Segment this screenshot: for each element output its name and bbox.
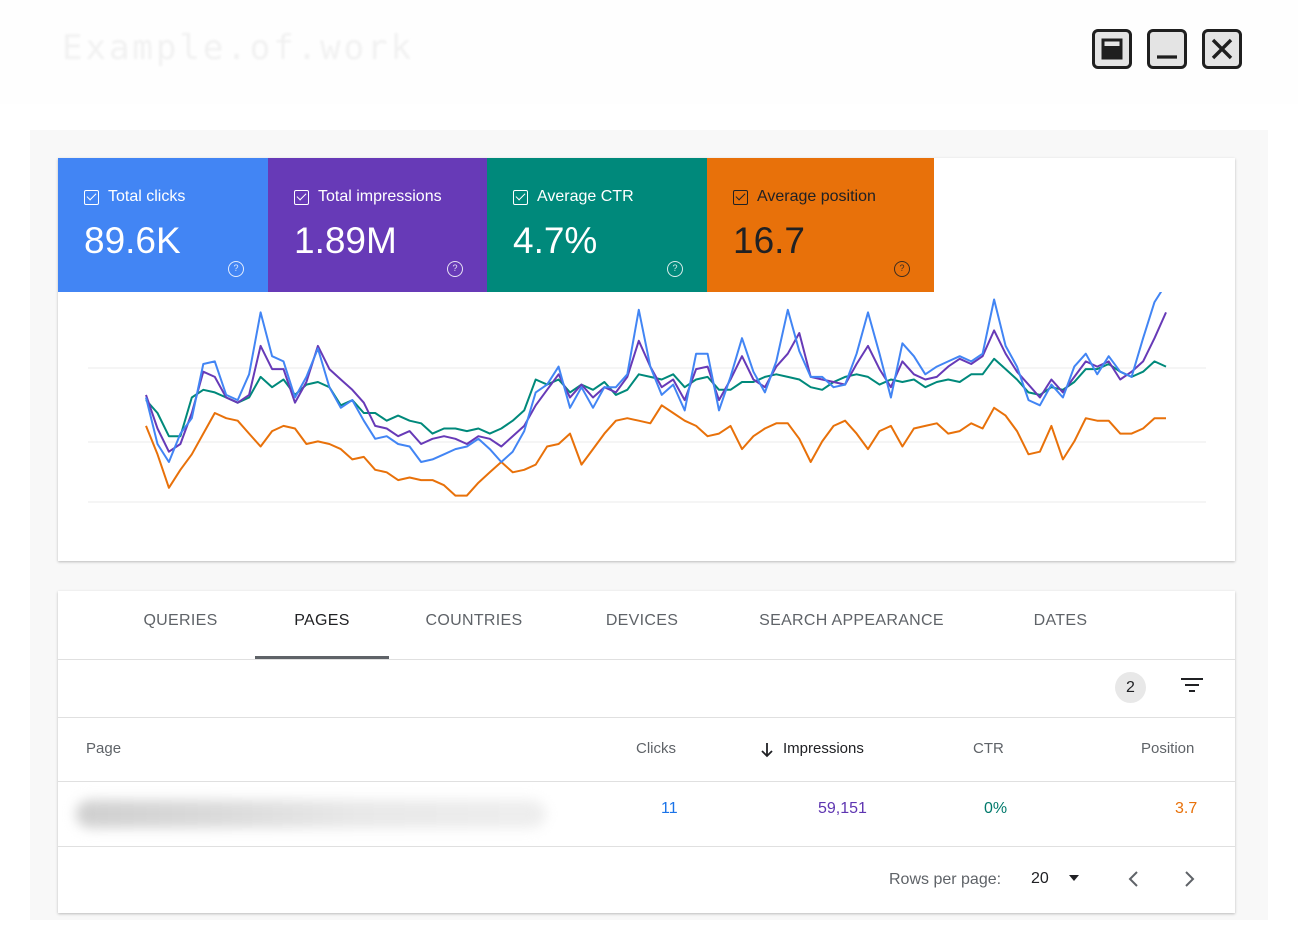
help-icon[interactable]: ? [894,261,910,277]
metric-value: 16.7 [733,220,806,261]
column-header-clicks[interactable]: Clicks [636,740,676,757]
column-header-impressions[interactable]: Impressions [783,740,864,757]
help-icon[interactable]: ? [228,261,244,277]
checkbox-icon[interactable] [294,189,309,205]
checkbox-icon[interactable] [513,189,528,205]
tab-pages[interactable]: PAGES [294,612,350,629]
metric-average-ctr[interactable]: Average CTR 4.7% ? [487,158,707,292]
metric-total-impressions[interactable]: Total impressions 1.89M ? [268,158,487,292]
report-table-card: QUERIES PAGES COUNTRIES DEVICES SEARCH A… [58,591,1235,913]
minimize-button[interactable] [1147,29,1187,69]
metric-value: 1.89M [294,220,397,261]
metric-value: 89.6K [84,220,181,261]
tab-countries[interactable]: COUNTRIES [425,612,523,629]
performance-chart-card: Total clicks 89.6K ? Total impressions 1… [58,158,1235,561]
metric-total-clicks[interactable]: Total clicks 89.6K ? [58,158,268,292]
metric-label: Average CTR [537,188,634,205]
table-header: Page Clicks Impressions CTR Position [58,718,1235,782]
tab-devices[interactable]: DEVICES [605,612,679,629]
page-url-redacted[interactable] [76,800,546,828]
cell-position: 3.7 [1175,800,1198,817]
rows-per-page-label: Rows per page: [889,871,1002,888]
help-icon[interactable]: ? [667,261,683,277]
maximize-button[interactable] [1092,29,1132,69]
minimize-icon [1157,55,1177,59]
chevron-left-icon[interactable] [1126,869,1142,889]
close-icon [1211,38,1233,60]
chevron-right-icon[interactable] [1181,869,1197,889]
metric-label: Total impressions [318,188,442,205]
metric-label: Total clicks [108,188,186,205]
series-line-total-clicks [145,292,1163,463]
pagination-bar: Rows per page: 20 [58,847,1235,913]
caret-down-icon[interactable] [1068,873,1080,883]
maximize-icon [1101,38,1123,60]
column-header-page[interactable]: Page [86,740,122,757]
metric-label: Average position [757,188,876,205]
tab-queries[interactable]: QUERIES [143,612,218,629]
window-title-bar: Example.of.work [0,0,1298,104]
table-toolbar: 2 [58,660,1235,718]
metric-average-position[interactable]: Average position 16.7 ? [707,158,934,292]
checkbox-icon[interactable] [84,189,99,205]
rows-per-page-select[interactable]: 20 [1031,870,1049,887]
checkbox-icon[interactable] [733,189,748,205]
cell-impressions: 59,151 [818,800,867,817]
series-line-average-position [145,404,1166,497]
close-button[interactable] [1202,29,1242,69]
active-tab-indicator [255,656,389,659]
column-header-ctr[interactable]: CTR [973,740,1004,757]
cell-ctr: 0% [984,800,1008,817]
chart-series [145,292,1167,497]
arrow-down-icon [761,743,773,758]
help-icon[interactable]: ? [447,261,463,277]
window-title: Example.of.work [62,28,415,68]
filter-icon[interactable] [1180,676,1204,696]
column-header-position[interactable]: Position [1141,740,1195,757]
metric-value: 4.7% [513,220,598,261]
active-filter-count-badge[interactable]: 2 [1115,672,1146,703]
chart-gridlines [88,367,1206,503]
table-row[interactable]: 11 59,151 0% 3.7 [58,782,1235,847]
performance-line-chart [88,292,1206,503]
dimension-tabs: QUERIES PAGES COUNTRIES DEVICES SEARCH A… [58,591,1235,660]
tab-dates[interactable]: DATES [1033,612,1088,629]
cell-clicks: 11 [661,800,678,817]
tab-search-appearance[interactable]: SEARCH APPEARANCE [759,612,944,629]
